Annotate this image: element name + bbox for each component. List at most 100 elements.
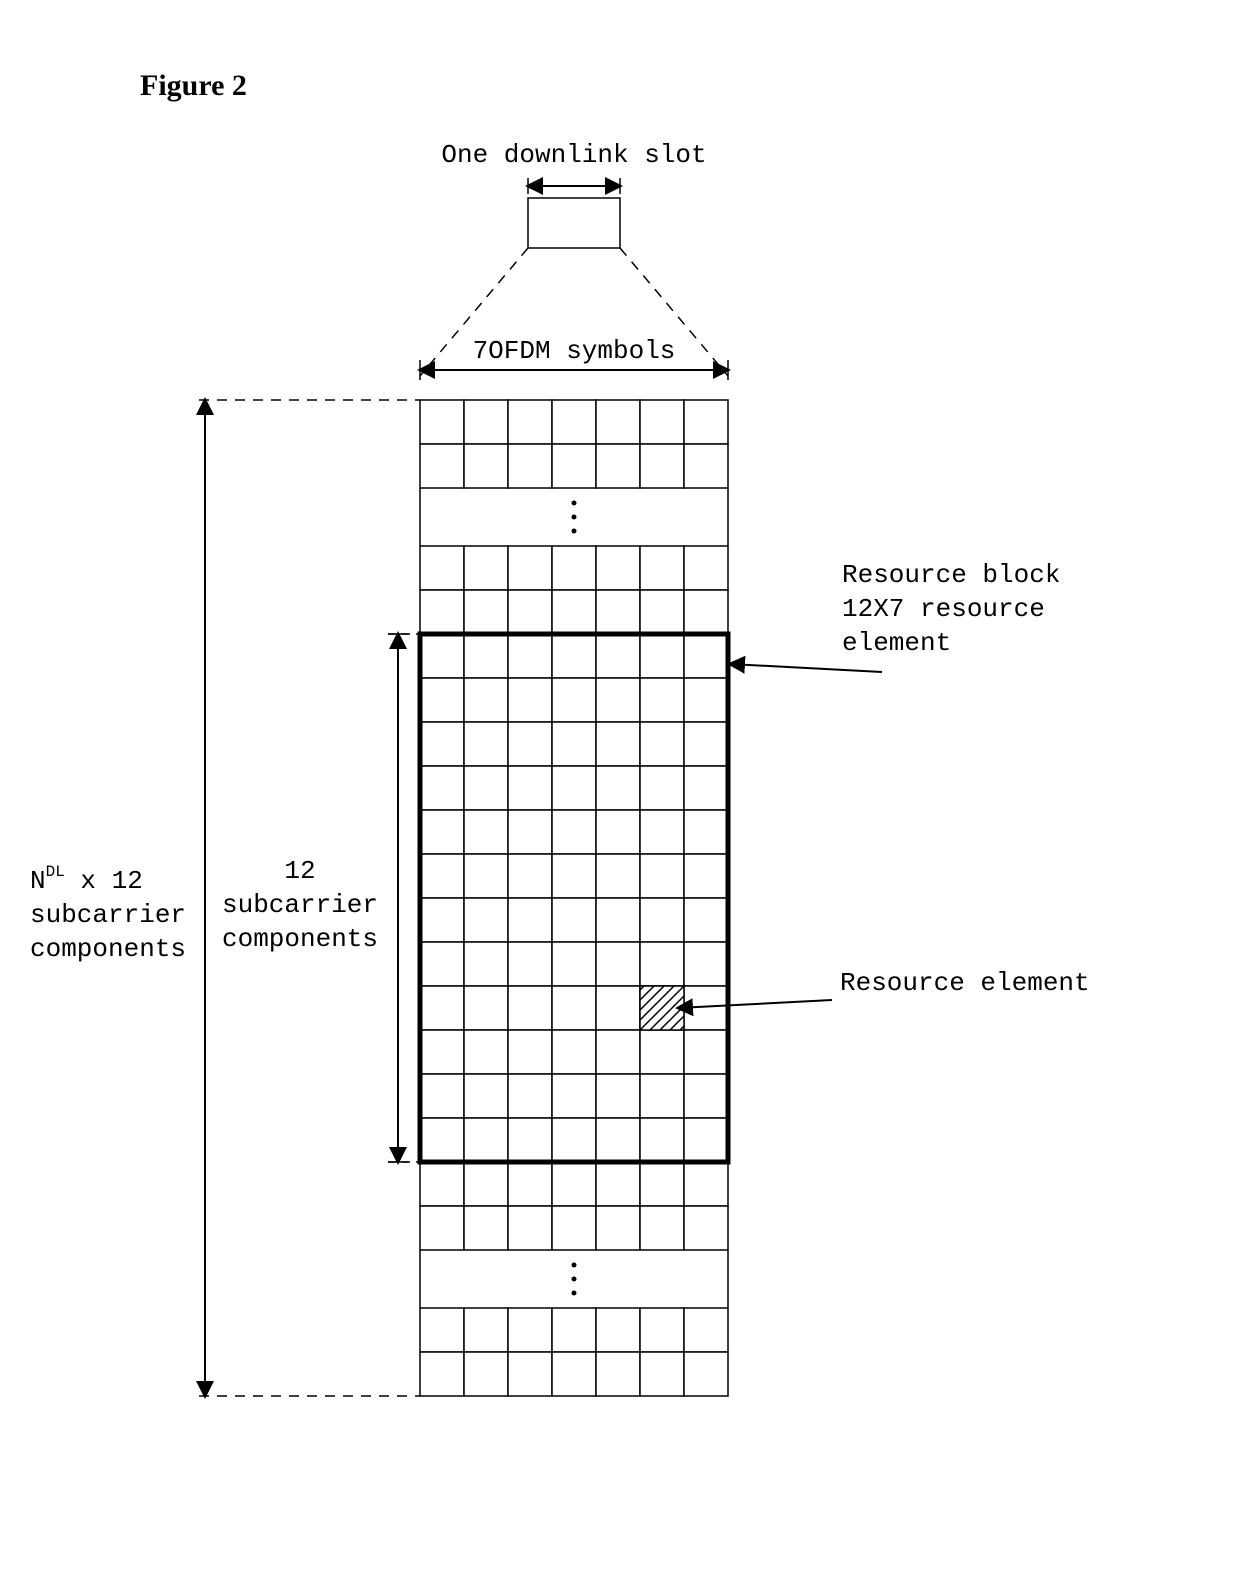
grid-cell bbox=[640, 444, 684, 488]
grid-cell bbox=[508, 898, 552, 942]
grid-cell bbox=[684, 678, 728, 722]
grid-cell bbox=[640, 1162, 684, 1206]
grid-cell bbox=[684, 766, 728, 810]
label-ndl-line3: components bbox=[30, 934, 186, 964]
grid-cell bbox=[464, 898, 508, 942]
grid-cell bbox=[508, 854, 552, 898]
grid-cell bbox=[508, 1030, 552, 1074]
grid-cell bbox=[684, 634, 728, 678]
grid-cell bbox=[420, 444, 464, 488]
grid-cell bbox=[596, 766, 640, 810]
grid-cell bbox=[640, 1074, 684, 1118]
grid-cell bbox=[464, 1118, 508, 1162]
grid-cell bbox=[640, 1206, 684, 1250]
grid-cell bbox=[464, 1308, 508, 1352]
label-one-downlink-slot: One downlink slot bbox=[441, 140, 706, 170]
grid-cell bbox=[552, 400, 596, 444]
ellipsis-dot bbox=[572, 529, 577, 534]
grid-cell bbox=[640, 942, 684, 986]
grid-cell bbox=[552, 1030, 596, 1074]
grid-cell bbox=[596, 1118, 640, 1162]
label-resource-block-1: Resource block bbox=[842, 560, 1060, 590]
label-12-line3: components bbox=[222, 924, 378, 954]
label-12: 12 bbox=[284, 856, 315, 886]
ellipsis-dot bbox=[572, 1291, 577, 1296]
label-resource-block-3: element bbox=[842, 628, 951, 658]
grid-cell bbox=[684, 1030, 728, 1074]
grid-cell bbox=[684, 1308, 728, 1352]
grid-cell bbox=[508, 810, 552, 854]
grid-cell bbox=[508, 1206, 552, 1250]
grid-cell bbox=[464, 634, 508, 678]
grid-cell bbox=[508, 1118, 552, 1162]
label-resource-element: Resource element bbox=[840, 968, 1090, 998]
grid-cell bbox=[684, 1118, 728, 1162]
grid-cell bbox=[552, 1308, 596, 1352]
grid-cell bbox=[552, 634, 596, 678]
grid-cell bbox=[684, 898, 728, 942]
grid-cell bbox=[596, 590, 640, 634]
grid-cell bbox=[464, 1352, 508, 1396]
grid-cell bbox=[596, 546, 640, 590]
grid-cell bbox=[464, 1030, 508, 1074]
grid-cell bbox=[596, 634, 640, 678]
grid-cell bbox=[464, 400, 508, 444]
grid-cell bbox=[596, 1074, 640, 1118]
grid-cell bbox=[508, 546, 552, 590]
ellipsis-dot bbox=[572, 1263, 577, 1268]
grid-cell bbox=[552, 1206, 596, 1250]
grid-cell bbox=[596, 1162, 640, 1206]
grid-cell bbox=[640, 400, 684, 444]
grid-cell bbox=[420, 898, 464, 942]
grid-cell bbox=[596, 444, 640, 488]
grid-cell bbox=[552, 942, 596, 986]
grid-cell bbox=[464, 722, 508, 766]
grid-cell bbox=[640, 766, 684, 810]
grid-cell bbox=[420, 722, 464, 766]
grid-cell bbox=[640, 634, 684, 678]
grid-cell bbox=[596, 810, 640, 854]
grid-cell bbox=[552, 1118, 596, 1162]
grid-cell bbox=[596, 1206, 640, 1250]
grid-cell bbox=[508, 400, 552, 444]
grid-cell bbox=[684, 1074, 728, 1118]
grid-cell bbox=[552, 546, 596, 590]
grid-cell bbox=[640, 854, 684, 898]
grid-cell bbox=[640, 1118, 684, 1162]
grid-cell bbox=[464, 766, 508, 810]
grid-cell bbox=[596, 942, 640, 986]
grid-cell bbox=[420, 942, 464, 986]
label-ofdm-symbols: 7OFDM symbols bbox=[473, 336, 676, 366]
arrow-resource-block bbox=[730, 664, 882, 672]
grid-cell bbox=[596, 678, 640, 722]
label-12-line2: subcarrier bbox=[222, 890, 378, 920]
grid-cell bbox=[420, 854, 464, 898]
grid-cell bbox=[464, 546, 508, 590]
grid-cell bbox=[552, 854, 596, 898]
grid-cell bbox=[420, 634, 464, 678]
ellipsis-dot bbox=[572, 515, 577, 520]
grid-cell bbox=[684, 942, 728, 986]
grid-cell bbox=[420, 1206, 464, 1250]
grid-cell bbox=[508, 444, 552, 488]
label-ndl: NDL x 12 bbox=[30, 863, 143, 896]
grid-cell bbox=[552, 810, 596, 854]
grid-cell bbox=[464, 986, 508, 1030]
grid-cell bbox=[420, 678, 464, 722]
grid-cell bbox=[684, 400, 728, 444]
grid-cell bbox=[552, 444, 596, 488]
grid-cell bbox=[596, 1308, 640, 1352]
grid-cell bbox=[596, 986, 640, 1030]
grid-cell bbox=[420, 590, 464, 634]
grid-cell bbox=[464, 444, 508, 488]
grid-cell bbox=[420, 1074, 464, 1118]
grid-cell bbox=[420, 400, 464, 444]
ellipsis-dot bbox=[572, 1277, 577, 1282]
grid-cell bbox=[684, 854, 728, 898]
figure-title: Figure 2 bbox=[140, 69, 247, 102]
grid-cell bbox=[552, 1352, 596, 1396]
grid-cell bbox=[684, 590, 728, 634]
grid-cell bbox=[420, 1118, 464, 1162]
grid-cell bbox=[508, 590, 552, 634]
grid-cell bbox=[596, 898, 640, 942]
